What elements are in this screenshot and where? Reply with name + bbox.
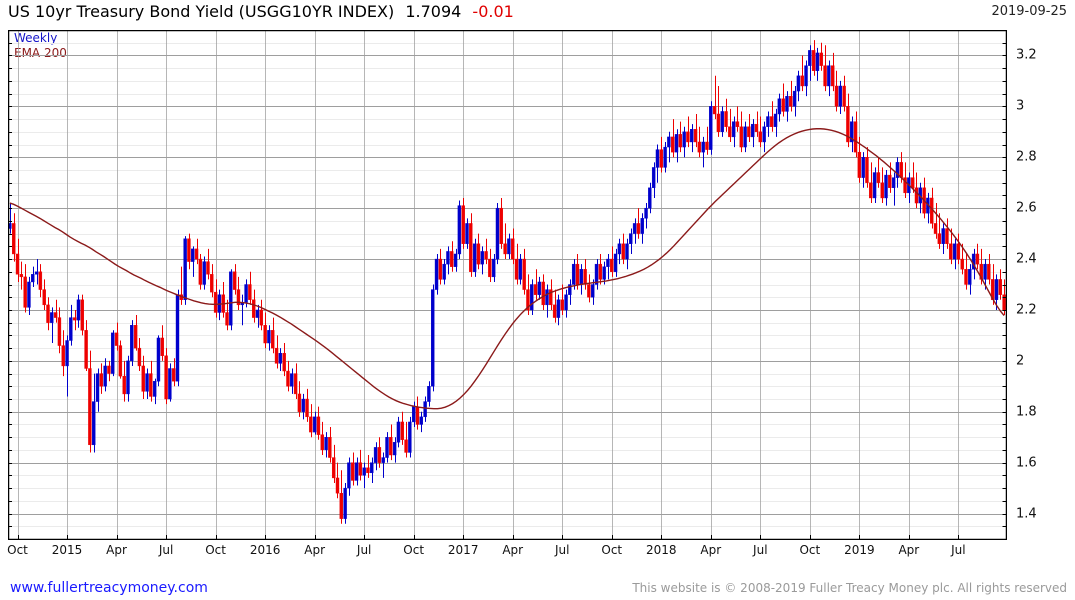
- x-tick-label: Jul: [951, 543, 966, 557]
- x-tick-label: Jul: [554, 543, 570, 557]
- legend-ema-200: EMA 200: [14, 46, 67, 60]
- x-tick-label: Apr: [304, 543, 326, 557]
- y-tick-label: 1.6: [1016, 455, 1037, 471]
- x-tick-label: Oct: [601, 543, 623, 557]
- site-url[interactable]: www.fullertreacymoney.com: [10, 580, 208, 596]
- plot-area[interactable]: [8, 30, 1007, 540]
- chart-header: US 10yr Treasury Bond Yield (USGG10YR IN…: [8, 2, 514, 24]
- last-value: 1.7094: [405, 2, 462, 21]
- chart-date: 2019-09-25: [991, 4, 1067, 19]
- grid-vertical: [18, 30, 959, 539]
- y-tick-label: 1.8: [1016, 404, 1037, 420]
- candlestick-series: [8, 40, 1007, 524]
- copyright-notice: This website is © 2008-2019 Fuller Treac…: [632, 581, 1067, 595]
- x-tick-label: Apr: [898, 543, 920, 557]
- x-tick-label: 2015: [51, 543, 83, 557]
- price-chart-svg[interactable]: [8, 30, 1007, 540]
- change-value: -0.01: [472, 2, 514, 21]
- legend-period: Weekly: [14, 31, 58, 45]
- y-axis-labels: 1.4 1.6 1.8 2 2.2 2.4 2.6 2.8 3 3.2: [1012, 30, 1072, 540]
- y-tick-label: 3.2: [1016, 47, 1037, 63]
- ema-200-line: [9, 128, 1005, 410]
- plot-frame: [8, 30, 1007, 540]
- y-tick-label: 2.6: [1016, 200, 1037, 216]
- x-tick-label: 2018: [645, 543, 677, 557]
- x-tick-label: Oct: [7, 543, 28, 557]
- x-tick-label: 2017: [447, 543, 479, 557]
- axis-ticks: [8, 30, 1007, 540]
- x-tick-label: 2019: [844, 543, 875, 557]
- y-tick-label: 1.4: [1016, 506, 1037, 522]
- chart-legend: Weekly EMA 200: [14, 31, 67, 61]
- x-tick-label: Oct: [205, 543, 226, 557]
- y-tick-label: 2.2: [1016, 302, 1037, 318]
- x-tick-label: Oct: [403, 543, 425, 557]
- y-tick-label: 2.4: [1016, 251, 1037, 267]
- x-tick-label: 2016: [249, 543, 281, 557]
- x-tick-label: Apr: [106, 543, 127, 557]
- y-tick-label: 2: [1016, 353, 1025, 369]
- x-tick-label: Jul: [753, 543, 768, 557]
- x-tick-label: Jul: [158, 543, 174, 557]
- x-tick-label: Oct: [799, 543, 821, 557]
- y-tick-label: 2.8: [1016, 149, 1037, 165]
- x-tick-label: Apr: [700, 543, 722, 557]
- x-tick-label: Jul: [356, 543, 372, 557]
- x-tick-label: Apr: [502, 543, 524, 557]
- chart-title: US 10yr Treasury Bond Yield (USGG10YR IN…: [8, 2, 395, 21]
- y-tick-label: 3: [1016, 98, 1025, 114]
- x-axis-labels: Oct 2015 Apr Jul Oct 2016 Apr Jul Oct 2017 Apr Jul O…: [0, 543, 1075, 563]
